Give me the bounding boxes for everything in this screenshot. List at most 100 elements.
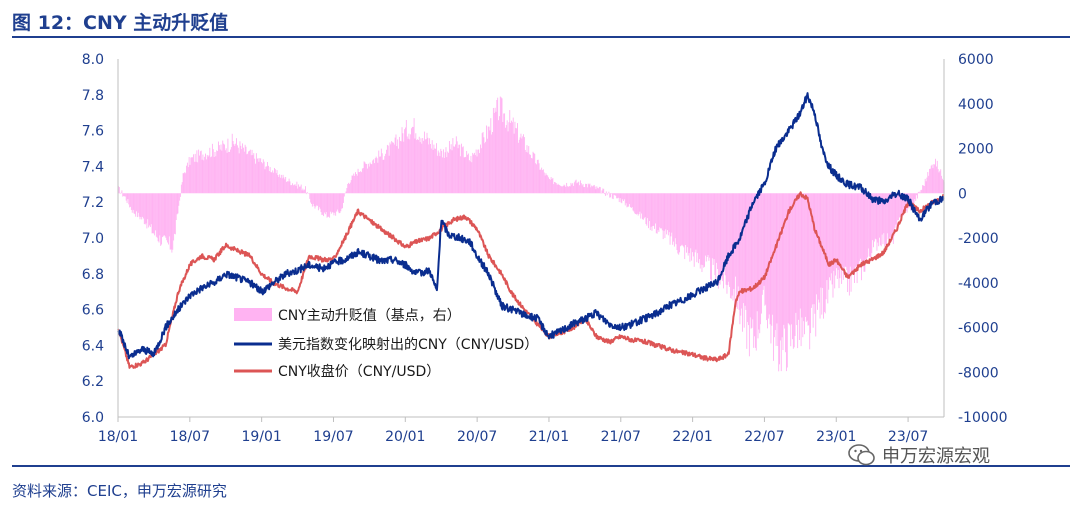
bar-mark xyxy=(146,193,148,229)
bar-mark xyxy=(495,111,497,194)
bar-mark xyxy=(508,122,510,194)
bar-mark xyxy=(329,193,331,218)
bar-mark xyxy=(252,155,254,194)
bar-mark xyxy=(483,137,485,194)
bar-mark xyxy=(919,192,921,194)
bar-mark xyxy=(493,112,495,194)
bar-mark xyxy=(561,186,562,194)
bar-mark xyxy=(851,193,853,273)
bar-mark xyxy=(505,127,506,194)
bar-mark xyxy=(569,186,571,194)
bar-mark xyxy=(595,189,597,194)
bar-mark xyxy=(151,193,153,234)
bar-mark xyxy=(305,193,307,195)
bar-mark xyxy=(686,193,688,248)
bar-mark xyxy=(784,193,786,329)
bar-mark xyxy=(293,184,295,194)
bar-mark xyxy=(819,193,821,319)
bar-mark xyxy=(203,160,205,194)
bar-mark xyxy=(529,154,531,194)
bar-mark xyxy=(340,193,342,212)
bar-mark xyxy=(698,193,700,260)
legend-label: CNY主动升贬值（基点，右） xyxy=(278,307,461,324)
bar-mark xyxy=(299,186,300,194)
bar-mark xyxy=(286,181,287,194)
bar-mark xyxy=(593,184,595,194)
y-right-tick-label: -10000 xyxy=(958,410,1008,426)
bar-mark xyxy=(639,193,641,212)
bar-mark xyxy=(670,193,672,237)
bar-mark xyxy=(206,154,208,194)
bar-mark xyxy=(210,157,212,194)
bar-mark xyxy=(687,193,689,256)
bar-mark xyxy=(563,184,565,194)
bar-mark xyxy=(898,193,900,218)
bar-mark xyxy=(571,184,573,194)
bar-mark xyxy=(503,113,505,194)
bar-mark xyxy=(517,123,518,194)
bar-mark xyxy=(208,155,210,194)
bar-mark xyxy=(793,193,795,348)
x-tick-label: 18/07 xyxy=(170,429,210,445)
bar-mark xyxy=(119,193,121,194)
bar-mark xyxy=(443,157,445,194)
bar-mark xyxy=(604,193,606,196)
bar-mark xyxy=(849,193,851,267)
bar-mark xyxy=(173,193,175,241)
bar-mark xyxy=(801,193,803,318)
bar-mark xyxy=(884,193,886,247)
bar-mark xyxy=(815,193,817,337)
bar-mark xyxy=(440,148,442,194)
bar-mark xyxy=(211,156,212,194)
bar-mark xyxy=(123,193,125,197)
bar-mark xyxy=(717,193,719,289)
bar-mark xyxy=(373,163,375,194)
bar-mark xyxy=(761,193,763,295)
bar-mark xyxy=(750,193,752,329)
bar-mark xyxy=(385,153,387,194)
bar-mark xyxy=(635,193,637,215)
bar-mark xyxy=(847,193,849,292)
bar-mark xyxy=(830,193,832,274)
bar-mark xyxy=(729,193,731,299)
bar-mark xyxy=(650,193,652,227)
bar-mark xyxy=(274,167,275,194)
bar-mark xyxy=(269,167,271,194)
bar-mark xyxy=(798,193,800,340)
bar-mark xyxy=(927,172,929,194)
bar-mark xyxy=(361,172,362,194)
bar-mark xyxy=(840,193,842,267)
bar-mark xyxy=(531,158,533,194)
bar-mark xyxy=(217,141,219,194)
bar-mark xyxy=(498,120,499,194)
bar-mark xyxy=(850,193,852,292)
bar-mark xyxy=(842,193,844,280)
bar-mark xyxy=(829,193,831,281)
bar-mark xyxy=(835,193,837,276)
bar-mark xyxy=(605,191,607,194)
bar-mark xyxy=(740,193,742,316)
bar-mark xyxy=(731,193,733,296)
axes: 8.0 7.8 7.6 7.4 7.2 7.0 6.8 6.6 6.4 6.2 6.0 6000 400… xyxy=(82,52,1008,445)
bar-mark xyxy=(184,172,186,194)
bar-mark xyxy=(720,193,722,276)
bar-mark xyxy=(836,193,838,279)
bar-mark xyxy=(409,139,411,194)
bar-mark xyxy=(723,193,725,266)
bar-mark xyxy=(347,183,349,194)
bar-mark xyxy=(855,193,857,270)
bar-mark xyxy=(438,152,440,194)
bar-mark xyxy=(638,193,640,215)
wechat-icon xyxy=(848,444,875,466)
bar-mark xyxy=(462,146,464,194)
bar-mark xyxy=(773,193,774,361)
bar-mark xyxy=(296,181,298,194)
bar-mark xyxy=(716,193,718,263)
bar-mark xyxy=(733,193,735,290)
bar-mark xyxy=(158,193,160,243)
bar-mark xyxy=(553,184,555,194)
bar-mark xyxy=(597,187,599,194)
bar-mark xyxy=(265,166,267,194)
bar-mark xyxy=(321,193,323,215)
bar-mark xyxy=(711,193,712,282)
